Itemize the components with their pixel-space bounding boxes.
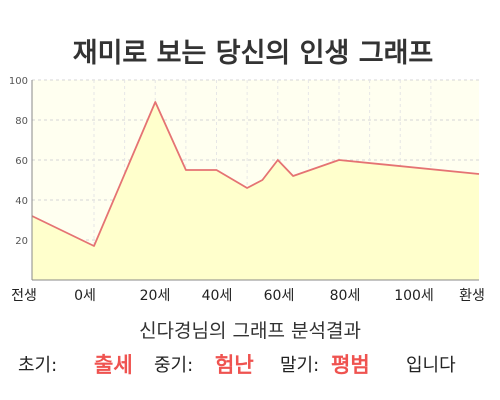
- y-tick-label: 60: [15, 156, 28, 167]
- x-tick-label: 80세: [330, 288, 361, 304]
- chart-title: 재미로 보는 당신의 인생 그래프: [73, 38, 434, 69]
- x-tick-label: 100세: [394, 288, 434, 304]
- x-tick-label: 0세: [74, 288, 96, 304]
- late-value: 평범: [331, 353, 370, 377]
- area-fill: [32, 102, 479, 280]
- y-tick-label: 20: [15, 236, 28, 247]
- x-tick-label: 환생: [459, 288, 485, 304]
- x-tick-label: 20세: [140, 288, 171, 304]
- axes: [31, 80, 479, 281]
- closing-text: 입니다: [406, 355, 456, 376]
- mid-value: 험난: [215, 353, 254, 377]
- early-value: 출세: [94, 353, 133, 377]
- x-tick-label: 전생: [11, 288, 37, 304]
- tick-labels: 20 40 60 80 100 전생 0세 20세 40세 60세 80세 100세 환생: [9, 76, 485, 304]
- y-tick-label: 40: [15, 196, 28, 207]
- area-layer: [31, 101, 480, 280]
- analysis-heading: 신다경님의 그래프 분석결과: [139, 320, 361, 342]
- late-label: 말기:: [280, 355, 319, 376]
- series-line: [31, 101, 480, 247]
- x-tick-label: 40세: [202, 288, 233, 304]
- early-label: 초기:: [18, 355, 57, 376]
- x-tick-label: 60세: [264, 288, 295, 304]
- y-tick-label: 100: [9, 76, 28, 87]
- mid-label: 중기:: [154, 355, 193, 376]
- y-tick-label: 80: [15, 116, 28, 127]
